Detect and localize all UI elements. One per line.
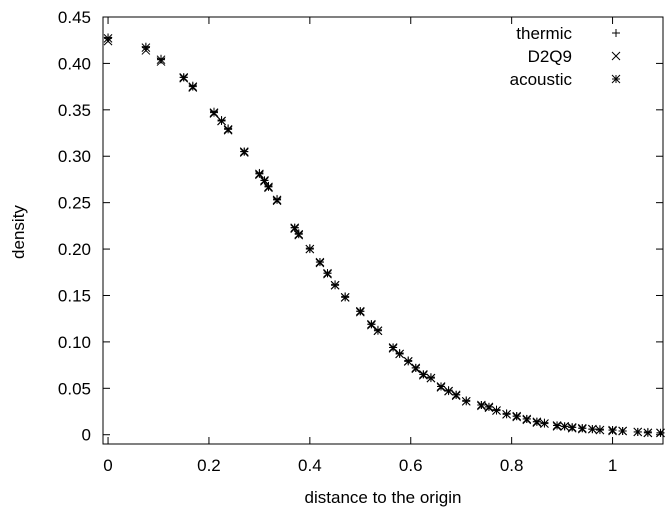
acoustic-point (484, 402, 494, 412)
y-tick-label: 0.45 (58, 8, 91, 27)
acoustic-point (315, 257, 325, 267)
x-tick-label: 0.6 (399, 456, 423, 475)
x-tick-label: 0.8 (500, 456, 524, 475)
legend-label: D2Q9 (528, 47, 572, 66)
acoustic-point (156, 55, 166, 65)
legend-label: acoustic (510, 70, 573, 89)
y-tick-label: 0.40 (58, 54, 91, 73)
acoustic-point (512, 411, 522, 421)
acoustic-point (560, 422, 569, 431)
acoustic-point (294, 229, 304, 239)
acoustic-point (209, 108, 219, 117)
acoustic-point (643, 428, 653, 438)
acoustic-point (502, 409, 511, 419)
acoustic-point (552, 421, 562, 430)
acoustic-point (141, 43, 151, 52)
acoustic-point (577, 423, 587, 433)
acoustic-point (477, 400, 486, 410)
x-tick-label: 1 (608, 456, 617, 475)
x-axis-title: distance to the origin (305, 488, 462, 507)
y-tick-label: 0.20 (58, 240, 91, 259)
y-tick-label: 0.25 (58, 194, 91, 213)
acoustic-point (618, 426, 627, 436)
y-tick-label: 0.10 (58, 333, 91, 352)
acoustic-point (305, 244, 315, 254)
plot-area-frame (102, 16, 664, 445)
acoustic-point (323, 268, 332, 278)
acoustic-point (272, 195, 282, 205)
acoustic-point (340, 292, 350, 302)
acoustic-point (608, 425, 617, 435)
acoustic-point (522, 414, 532, 424)
acoustic-point (255, 169, 264, 179)
acoustic-point (403, 357, 413, 366)
legend-label: thermic (516, 24, 572, 43)
y-tick-label: 0 (82, 426, 91, 445)
legend-marker-acoustic (611, 74, 621, 84)
acoustic-point (588, 424, 597, 434)
series-thermic (104, 33, 665, 437)
y-axis-title: density (9, 205, 28, 259)
acoustic-point (656, 428, 665, 438)
acoustic-point (239, 147, 249, 156)
y-axis: 0 0.05 0.10 0.15 0.20 0.25 0.30 0.35 0.40 0.45 (58, 8, 663, 445)
acoustic-point (595, 425, 605, 435)
x-tick-label: 0.2 (197, 456, 221, 475)
acoustic-point (411, 363, 421, 373)
series-d2q9 (103, 36, 665, 438)
acoustic-point (419, 370, 428, 379)
acoustic-point (532, 417, 542, 427)
acoustic-point (330, 280, 340, 290)
y-tick-label: 0.30 (58, 147, 91, 166)
acoustic-point (426, 373, 436, 383)
x-axis: 0 0.2 0.4 0.6 0.8 1 (103, 17, 617, 475)
x-tick-label: 0 (103, 456, 112, 475)
y-tick-label: 0.15 (58, 286, 91, 305)
acoustic-point (355, 306, 365, 316)
acoustic-point (179, 72, 189, 82)
y-tick-label: 0.05 (58, 379, 91, 398)
y-tick-label: 0.35 (58, 101, 91, 120)
acoustic-point (540, 419, 549, 428)
x-tick-label: 0.4 (298, 456, 322, 475)
series-acoustic (103, 33, 665, 438)
acoustic-point (223, 124, 233, 134)
acoustic-point (444, 386, 453, 396)
acoustic-point (103, 33, 113, 43)
legend-marker-d2q9 (611, 51, 621, 61)
acoustic-point (567, 422, 577, 432)
acoustic-point (217, 116, 226, 126)
acoustic-point (461, 396, 471, 406)
legend-marker-thermic (612, 29, 620, 37)
data-points (103, 33, 665, 438)
acoustic-point (451, 390, 461, 400)
acoustic-point (492, 406, 501, 415)
acoustic-point (436, 382, 446, 391)
legend: thermic D2Q9 acoustic (510, 24, 621, 89)
acoustic-point (264, 182, 273, 192)
acoustic-point (188, 82, 198, 91)
acoustic-point (373, 326, 383, 336)
acoustic-point (395, 349, 405, 359)
acoustic-point (633, 427, 643, 437)
